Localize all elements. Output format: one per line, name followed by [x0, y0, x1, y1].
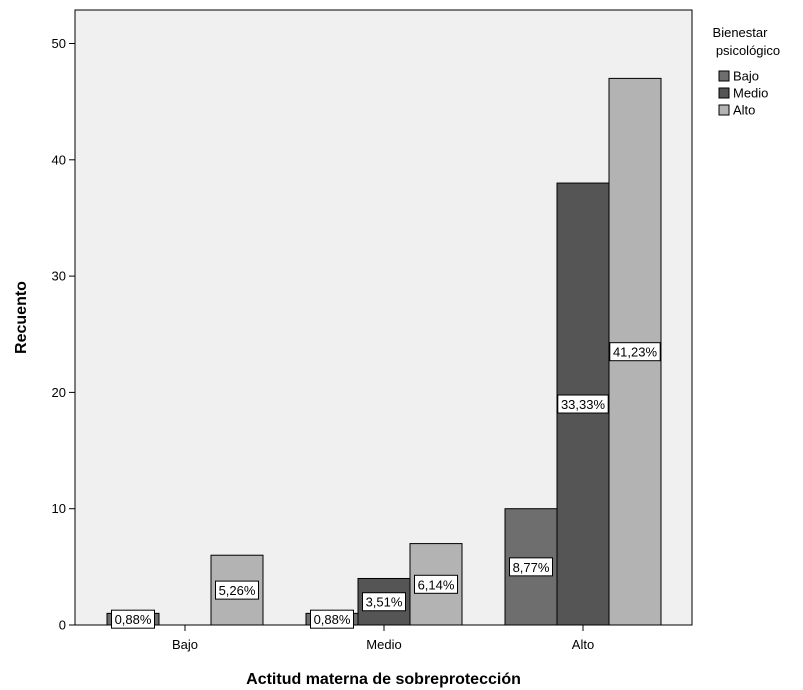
data-label: 0,88% [115, 612, 152, 627]
legend-title-line-2: psicológico [716, 43, 780, 58]
y-tick-label: 40 [52, 152, 66, 167]
data-label-box [609, 342, 661, 362]
x-tick-label: Alto [572, 637, 594, 652]
data-label: 8,77% [513, 560, 550, 575]
y-tick-label: 30 [52, 269, 66, 284]
y-tick-label: 0 [59, 618, 66, 633]
legend-label-medio: Medio [733, 86, 768, 101]
data-label: 41,23% [613, 345, 658, 360]
legend-label-alto: Alto [733, 103, 755, 118]
x-axis: Bajo Medio Alto [172, 625, 594, 652]
y-tick-label: 20 [52, 385, 66, 400]
data-label: 3,51% [366, 595, 403, 610]
x-tick-label: Medio [366, 637, 401, 652]
data-label-box [310, 609, 354, 629]
legend-title-line-1: Bienestar [713, 25, 769, 40]
legend-items: Bajo Medio Alto [718, 69, 768, 118]
y-tick-label: 10 [52, 501, 66, 516]
legend: Bienestar psicológico Bajo Medio Alto [713, 25, 781, 118]
y-axis-title: Recuento [13, 281, 30, 354]
legend-swatch-alto [718, 104, 730, 116]
data-label: 33,33% [561, 397, 606, 412]
legend-label-bajo: Bajo [733, 69, 759, 84]
x-tick-label: Bajo [172, 637, 198, 652]
data-label-box [111, 609, 155, 629]
legend-swatch-bajo [718, 70, 730, 82]
data-label: 5,26% [219, 583, 256, 598]
data-label: 0,88% [314, 612, 351, 627]
data-label-box [215, 580, 259, 600]
y-tick-label: 50 [52, 36, 66, 51]
legend-swatch-medio [718, 87, 730, 99]
data-label-box [414, 574, 458, 594]
y-axis: 0 10 20 30 40 50 [52, 36, 75, 633]
data-label-box [362, 592, 406, 612]
data-labels: 0,88% 5,26% 0,88% 3,51% 6,14% 8,77% 33,33% 41,2… [111, 342, 661, 629]
data-label-box [557, 394, 609, 414]
data-label-box [509, 557, 553, 577]
data-label: 6,14% [418, 577, 455, 592]
x-axis-title: Actitud materna de sobreprotección [246, 671, 521, 688]
